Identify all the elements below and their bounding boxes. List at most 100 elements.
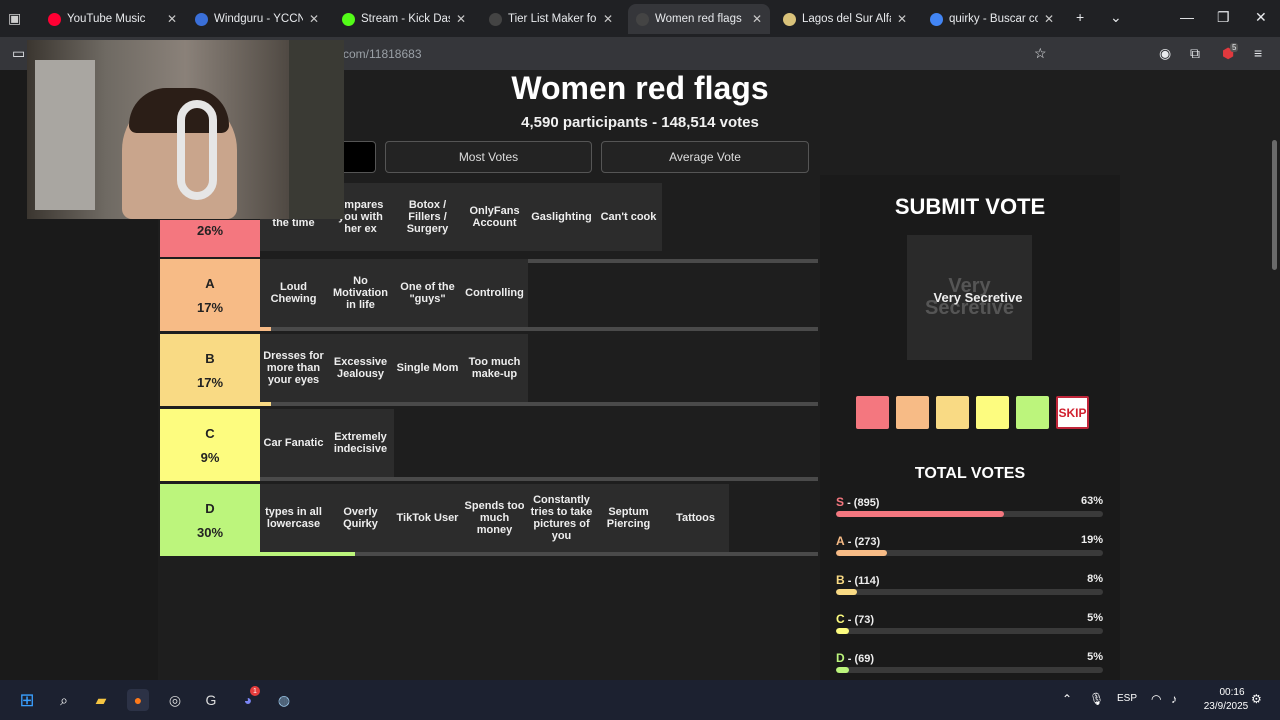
vote-tier-button-c[interactable] [976,396,1009,429]
tab-search-chevron-icon[interactable]: ⌄ [1110,9,1122,25]
tier-item[interactable]: Dresses for more than your eyes [260,334,327,402]
vote-tier-button-d[interactable] [1016,396,1049,429]
tier-item[interactable]: Septum Piercing [595,484,662,552]
total-votes-percent: 5% [1087,651,1103,663]
tier-label: 26% [160,220,260,257]
sidebar-toggle-icon[interactable]: ▭ [12,45,26,61]
tray-chevron-up-icon[interactable]: ⌃ [1062,692,1073,706]
tier-item[interactable]: Can't cook [595,183,662,251]
page-scrollbar[interactable] [1272,140,1277,270]
tier-row: C 9% Car Fanatic Extremely indecisive [160,409,818,481]
tier-item[interactable]: Controlling [461,259,528,327]
firefox-icon[interactable]: ● [127,689,149,711]
skip-button[interactable]: SKIP [1056,396,1089,429]
browser-tab[interactable]: Lagos del Sur Alfajor c ✕ [775,4,915,34]
minimize-icon[interactable]: — [1180,9,1194,25]
browser-tab[interactable]: Stream - Kick Dashbo ✕ [334,4,474,34]
menu-icon[interactable]: ≡ [1254,45,1263,61]
tier-item[interactable]: Car Fanatic [260,409,327,477]
tier-item[interactable]: Excessive Jealousy [327,334,394,402]
windows-start-icon[interactable]: ⊞ [19,689,35,710]
microphone-icon[interactable]: 🎙 [1089,692,1105,706]
close-window-icon[interactable]: ✕ [1255,9,1267,25]
extensions-icon[interactable]: ⧉ [1190,45,1200,61]
sort-most-votes-button[interactable]: Most Votes [385,141,592,173]
vote-tier-button-a[interactable] [896,396,929,429]
clock-time[interactable]: 00:16 [1219,687,1245,698]
tier-items: types in all lowercase Overly Quirky TikTo… [260,484,729,552]
total-votes-bar [836,589,1103,595]
tier-item[interactable]: OnlyFans Account [461,183,528,251]
url-text[interactable]: com/11818683 [343,47,422,61]
total-votes-title: TOTAL VOTES [914,465,1026,482]
tab-favicon-icon [930,12,943,26]
vote-card[interactable]: Very Secretive Very Secretive [907,235,1032,360]
browser-tab[interactable]: Windguru - YCCN, YC ✕ [187,4,327,34]
total-votes-bar-fill [836,550,887,556]
tab-close-icon[interactable]: ✕ [166,12,177,26]
ghub-icon[interactable]: G [205,692,217,708]
search-icon[interactable]: ⌕ [60,691,68,708]
vote-tier-button-b[interactable] [936,396,969,429]
notifications-icon[interactable]: ⚙ [1251,692,1262,706]
tier-row: D 30% types in all lowercase Overly Quirky T… [160,484,818,556]
tier-letter: D [205,501,215,516]
tab-close-icon[interactable]: ✕ [455,12,466,26]
browser-tab[interactable]: Women red flags ✕ [628,4,770,34]
tier-items: Car Fanatic Extremely indecisive [260,409,394,477]
tab-close-icon[interactable]: ✕ [602,12,613,26]
tab-close-icon[interactable]: ✕ [308,12,319,26]
discord-icon[interactable]: ◕ [243,692,253,708]
total-votes-row: D - (69) 5% [836,651,1103,675]
tier-row: B 17% Dresses for more than your eyes Exces… [160,334,818,406]
sort-average-vote-button[interactable]: Average Vote [601,141,809,173]
tier-item[interactable]: One of the "guys" [394,259,461,327]
tier-item[interactable]: Constantly tries to take pictures of you [528,484,595,552]
tier-items: Dresses for more than your eyes Excessive… [260,334,528,402]
tier-item[interactable]: No Motivation in life [327,259,394,327]
steam-icon[interactable]: ◍ [277,691,291,708]
tier-item[interactable]: Extremely indecisive [327,409,394,477]
tab-close-icon[interactable]: ✕ [751,12,762,26]
tier-letter: A [205,276,215,291]
bookmark-star-icon[interactable]: ☆ [1034,45,1047,61]
tier-item[interactable]: Botox / Fillers / Surgery [394,183,461,251]
profile-icon[interactable]: ◉ [1159,45,1172,61]
webcam-overlay [27,40,344,219]
tab-close-icon[interactable]: ✕ [896,12,907,26]
tier-item[interactable]: Loud Chewing [260,259,327,327]
maximize-icon[interactable]: ❐ [1217,9,1230,25]
total-votes-label: C - (73) [836,612,874,626]
clock-date[interactable]: 23/9/2025 [1203,701,1249,712]
tab-title: YouTube Music [67,13,146,25]
taskbar: ⊞ ⌕ ▰ ● ◎ G ◕ 1 ◍ [0,680,1280,720]
tier-percent: 9% [200,450,220,465]
total-votes-letter: C [836,612,845,626]
new-tab-icon[interactable]: + [1076,9,1085,25]
volume-icon[interactable]: ♪ [1171,692,1177,706]
tier-item[interactable]: Spends too much money [461,484,528,552]
total-votes-row: B - (114) 8% [836,573,1103,597]
obs-icon[interactable]: ◎ [168,691,182,708]
browser-tab[interactable]: Tier List Maker for Eve ✕ [481,4,621,34]
total-votes-label: D - (69) [836,651,874,665]
tab-actions-icon[interactable]: ▣ [8,10,22,26]
tier-item[interactable]: Tattoos [662,484,729,552]
browser-tab[interactable]: quirky - Buscar con Go ✕ [922,4,1062,34]
tab-close-icon[interactable]: ✕ [1043,12,1054,26]
browser-tab[interactable]: YouTube Music ✕ [40,4,185,34]
tier-letter: C [205,426,215,441]
vote-tier-button-s[interactable] [856,396,889,429]
vote-card-ghost-text: Very Secretive [925,275,1014,319]
wifi-icon[interactable]: ◠ [1151,692,1162,706]
tier-progress-fill [260,402,272,406]
tab-favicon-icon [636,12,649,26]
language-indicator[interactable]: ESP [1117,693,1138,704]
tier-item[interactable]: Single Mom [394,334,461,402]
file-explorer-icon[interactable]: ▰ [95,691,107,708]
tier-item[interactable]: TikTok User [394,484,461,552]
tier-item[interactable]: types in all lowercase [260,484,327,552]
tier-item[interactable]: Too much make-up [461,334,528,402]
tier-item[interactable]: Gaslighting [528,183,595,251]
tier-item[interactable]: Overly Quirky [327,484,394,552]
